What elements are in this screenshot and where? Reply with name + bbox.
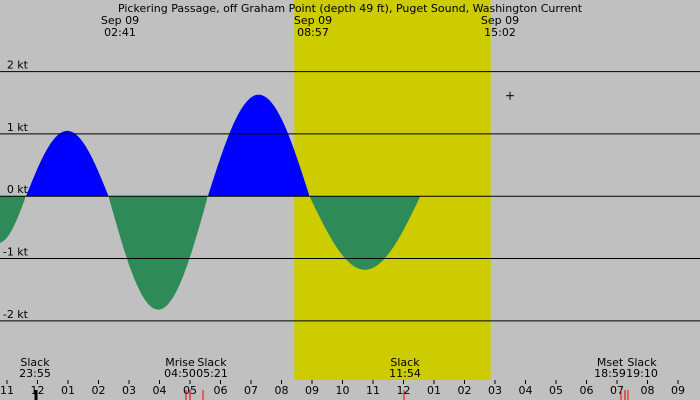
hour-tick-label: 04	[153, 384, 167, 397]
hour-tick-label: 02	[92, 384, 106, 397]
hour-tick-label: 03	[122, 384, 136, 397]
hour-tick-label: 08	[641, 384, 655, 397]
event-label-layer: Slack23:55Mrise04:50Slack05:21Slack11:54…	[19, 356, 658, 380]
ebb-area	[109, 196, 207, 310]
event-time-label: 05:21	[196, 367, 228, 380]
current-area-layer	[0, 94, 700, 310]
y-tick-label: -1 kt	[3, 246, 29, 259]
hour-tick-label: 07	[244, 384, 258, 397]
hour-tick-label: 06	[580, 384, 594, 397]
hour-tick-layer: 1112010203040506070809101112010203040506…	[0, 380, 685, 400]
hour-tick-label: 01	[61, 384, 75, 397]
daylight-band	[294, 0, 491, 380]
y-tick-label: 0 kt	[7, 183, 29, 196]
hour-tick-label: 02	[458, 384, 472, 397]
hour-tick-label: 09	[671, 384, 685, 397]
ebb-area	[310, 196, 420, 270]
y-tick-label: 1 kt	[7, 121, 29, 134]
event-time-label: 04:50	[164, 367, 196, 380]
hour-tick-label: 08	[275, 384, 289, 397]
ebb-area	[0, 196, 25, 243]
event-name-label: Slack	[20, 356, 50, 369]
event-time-label: 23:55	[19, 367, 51, 380]
event-time-label: 19:10	[626, 367, 658, 380]
event-name-label: Mset	[597, 356, 624, 369]
event-time-label: 11:54	[389, 367, 421, 380]
hour-tick-label: 11	[366, 384, 380, 397]
flood-area	[208, 94, 309, 197]
hour-tick-label: 09	[305, 384, 319, 397]
y-tick-label: 2 kt	[7, 59, 29, 72]
peak-date-label: Sep 09	[101, 14, 139, 27]
hour-tick-label: 07	[610, 384, 624, 397]
peak-date-label: Sep 09	[481, 14, 519, 27]
hour-tick-label: 01	[427, 384, 441, 397]
hour-tick-label: 04	[519, 384, 533, 397]
event-name-label: Slack	[390, 356, 420, 369]
peak-date-label: Sep 09	[294, 14, 332, 27]
event-name-label: Mrise	[165, 356, 195, 369]
hour-tick-label: 11	[0, 384, 14, 397]
hour-tick-label: 03	[488, 384, 502, 397]
flood-area	[26, 130, 108, 197]
y-tick-label-layer: 2 kt 1 kt 0 kt -1 kt -2 kt	[3, 59, 29, 321]
gridline-layer	[0, 71, 700, 322]
chart-title: Pickering Passage, off Graham Point (dep…	[118, 2, 583, 15]
peak-time-label: 02:41	[104, 26, 136, 39]
peak-marker-layer	[506, 91, 514, 100]
peak-time-label: 08:57	[297, 26, 329, 39]
hour-tick-label: 05	[549, 384, 563, 397]
event-name-label: Slack	[197, 356, 227, 369]
y-tick-label: -2 kt	[3, 308, 29, 321]
event-time-label: 18:59	[594, 367, 626, 380]
peak-time-label: 15:02	[484, 26, 516, 39]
hour-tick-label: 10	[336, 384, 350, 397]
hour-tick-label: 06	[214, 384, 228, 397]
event-name-label: Slack	[627, 356, 657, 369]
